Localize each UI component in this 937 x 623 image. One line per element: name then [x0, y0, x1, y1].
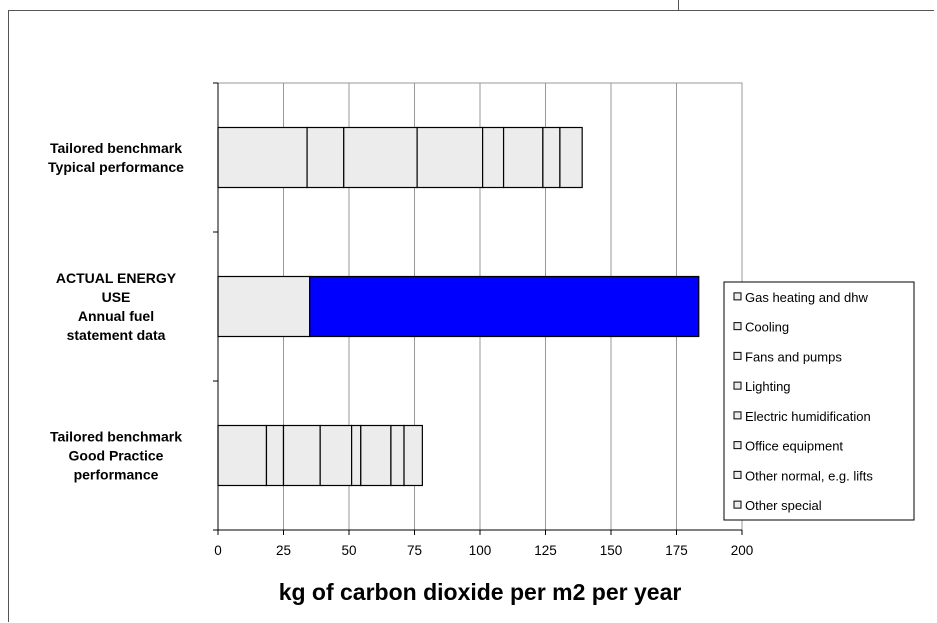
category-label-line: Annual fuel: [78, 308, 154, 324]
legend-entry: Electric humidification: [745, 409, 871, 424]
x-tick-label: 200: [731, 543, 754, 558]
category-label-line: Good Practice: [69, 448, 164, 464]
legend-swatch: [733, 500, 742, 509]
legend-entry: Other normal, e.g. lifts: [745, 468, 873, 483]
x-tick-label: 150: [600, 543, 623, 558]
legend-swatch: [733, 441, 742, 450]
bar-segment: [306, 126, 345, 189]
x-tick-label: 125: [534, 543, 557, 558]
x-axis-label: kg of carbon dioxide per m2 per year: [279, 579, 682, 605]
x-tick-label: 0: [214, 543, 222, 558]
category-label: Tailored benchmark Good Practice performan…: [50, 429, 182, 483]
legend-entry: Cooling: [745, 320, 789, 335]
bars: [217, 126, 700, 487]
legend-entry: Fans and pumps: [745, 349, 842, 364]
category-label-line: ACTUAL ENERGY: [56, 270, 177, 286]
category-label-line: USE: [102, 289, 131, 305]
legend-entry: Gas heating and dhw: [745, 290, 868, 305]
category-label: ACTUAL ENERGY USE Annual fuel statement dat…: [56, 270, 177, 343]
bar-segment-highlight: [309, 275, 700, 338]
category-label-line: Tailored benchmark: [50, 429, 182, 445]
category-labels: Tailored benchmark Typical performance ACT…: [48, 140, 184, 483]
bar-segment: [542, 126, 561, 189]
legend-entry: Other special: [745, 498, 822, 513]
bar-segment: [360, 424, 392, 487]
x-tick-label: 25: [276, 543, 291, 558]
category-label-line: Tailored benchmark: [50, 140, 182, 156]
bar-segment: [282, 424, 321, 487]
category-label: Tailored benchmark Typical performance: [48, 140, 184, 175]
category-label-line: Typical performance: [48, 159, 184, 175]
category-label-line: performance: [74, 467, 159, 483]
x-tick-labels: 0 25 50 75 100 125 150 175 200: [214, 543, 753, 558]
legend-swatch: [733, 411, 742, 420]
bar-segment: [403, 424, 423, 487]
legend-swatch: [733, 470, 742, 479]
bar-segment: [390, 424, 405, 487]
bar-segment: [265, 424, 285, 487]
legend-swatch: [733, 381, 742, 390]
legend-swatch: [733, 292, 742, 301]
legend-box: [723, 281, 915, 521]
chart-frame: [8, 10, 934, 622]
bar-segment: [416, 126, 484, 189]
bar-segment: [482, 126, 505, 189]
bar-segment: [217, 275, 311, 338]
axes: [213, 82, 743, 535]
x-tick-label: 75: [407, 543, 422, 558]
bar-segment: [319, 424, 353, 487]
bar-segment: [351, 424, 362, 487]
bar-segment: [217, 424, 268, 487]
bar-segment: [343, 126, 418, 189]
bar-segment: [217, 126, 308, 189]
bar-segment: [559, 126, 583, 189]
x-tick-label: 175: [665, 543, 688, 558]
legend-entry: Office equipment: [745, 439, 843, 454]
frame-notch: [678, 0, 679, 10]
legend: Gas heating and dhw Cooling Fans and pumps…: [723, 281, 915, 521]
category-label-line: statement data: [67, 327, 166, 343]
x-tick-label: 50: [341, 543, 356, 558]
legend-entry: Lighting: [745, 379, 791, 394]
legend-swatch: [733, 322, 742, 331]
legend-swatch: [733, 351, 742, 360]
x-tick-label: 100: [469, 543, 492, 558]
bar-segment: [502, 126, 544, 189]
